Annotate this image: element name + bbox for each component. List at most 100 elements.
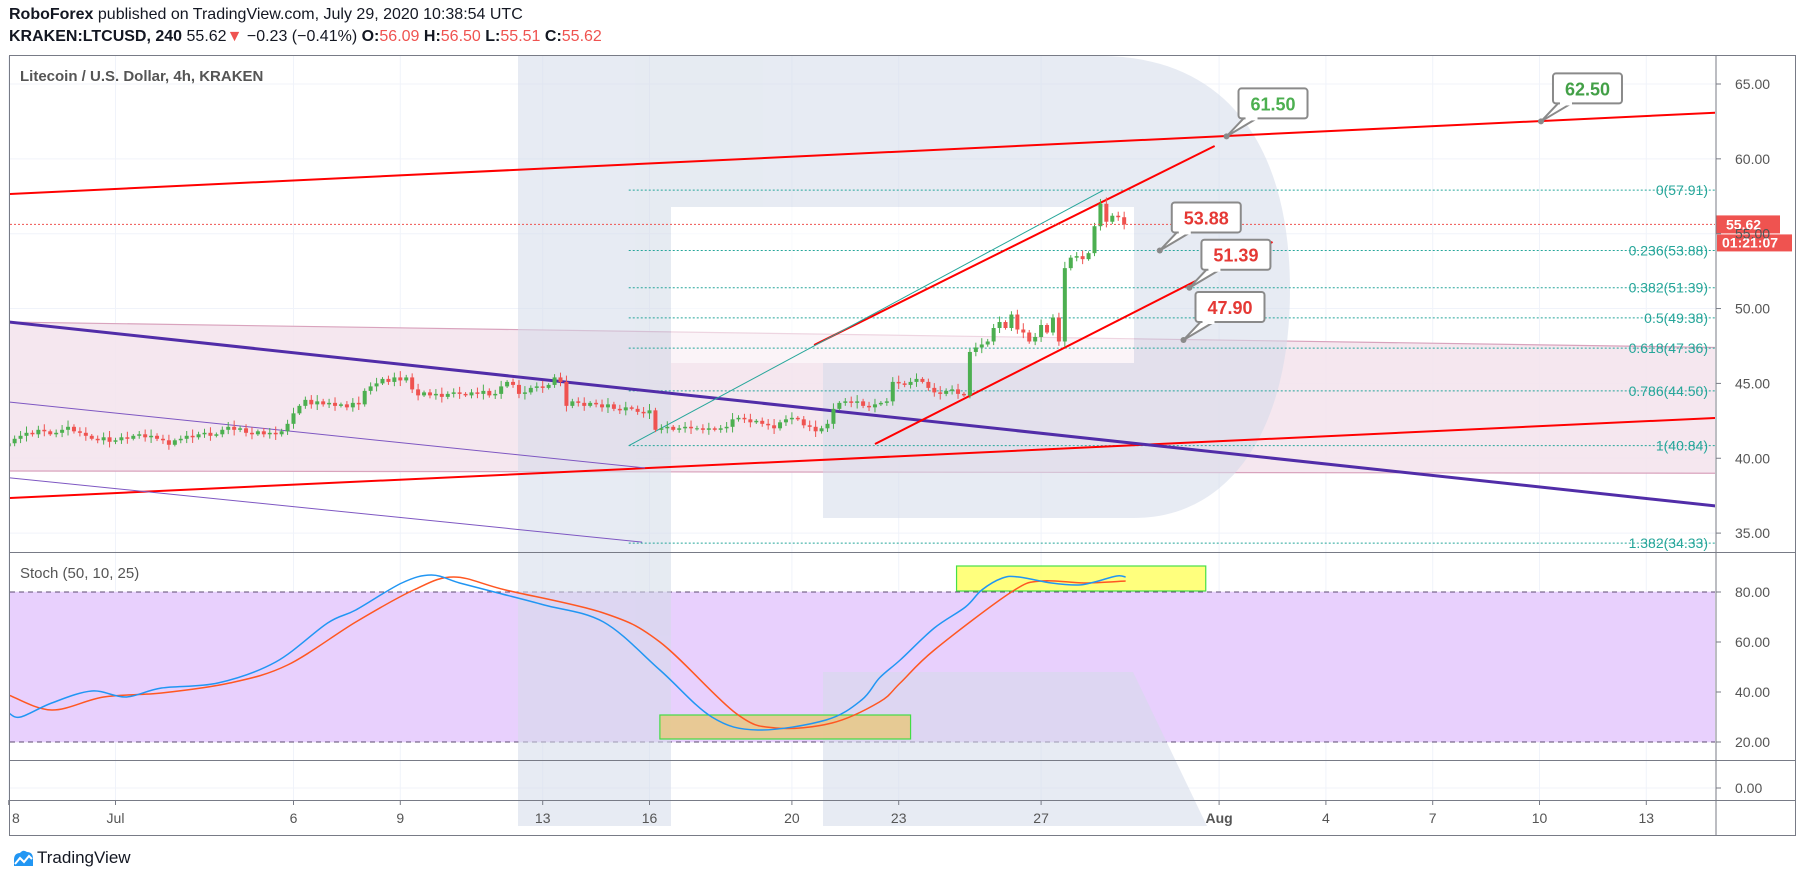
candle-body: [392, 377, 397, 382]
candle-body: [558, 377, 563, 382]
candle-body: [457, 392, 462, 394]
zero-pane-label: 0.00: [1735, 780, 1762, 796]
candle-body: [979, 344, 984, 348]
price-label: 50.00: [1735, 301, 1770, 317]
callout-47-90[interactable]: 47.90: [1180, 290, 1266, 343]
callout-label: 62.50: [1565, 79, 1610, 99]
price-label: 55.00: [1735, 226, 1770, 242]
time-label: 9: [396, 810, 404, 826]
candle-body: [338, 404, 343, 406]
candle-body: [439, 393, 444, 397]
callout-62-50[interactable]: 62.50: [1537, 72, 1623, 125]
candle-body: [131, 435, 136, 439]
candle-body: [754, 420, 759, 423]
candle-body: [297, 405, 302, 414]
publisher-name[interactable]: RoboForex: [9, 6, 94, 23]
callout-51-39[interactable]: 51.39: [1186, 238, 1272, 291]
callout-box: [1551, 72, 1623, 105]
candle-body: [641, 411, 646, 414]
candle-body: [534, 386, 539, 388]
candle-body: [778, 422, 783, 429]
tradingview-brand: TradingView: [37, 848, 131, 867]
callout-label: 47.90: [1207, 298, 1252, 318]
candle-body: [867, 405, 872, 408]
price-label: 45.00: [1735, 375, 1770, 391]
candle-body: [493, 393, 498, 396]
parallel-purple-1: [10, 401, 646, 469]
callout-joint: [1245, 115, 1258, 121]
candle-body: [991, 328, 996, 342]
candle-body: [261, 431, 266, 435]
time-label: Aug: [1205, 810, 1232, 826]
candle-body: [333, 402, 338, 406]
callout-joint: [1208, 266, 1221, 272]
candle-body: [344, 404, 349, 408]
stoch-d-line: [10, 576, 1126, 730]
tradingview-logo[interactable]: TradingView: [12, 848, 131, 868]
candle-body: [872, 404, 877, 408]
candle-body: [878, 402, 883, 405]
candle-body: [611, 404, 616, 409]
candle-body: [659, 428, 664, 430]
candle-body: [481, 390, 486, 394]
candle-body: [849, 401, 854, 403]
candle-body: [605, 404, 610, 408]
candle-body: [469, 392, 474, 396]
candle-body: [267, 432, 272, 435]
axes: 8 Jul 6 9 13 16 20 23 27 Aug 4 7 10 13 65.00 60.00 55.00…: [8, 76, 1770, 826]
candle-body: [95, 438, 100, 441]
candle-body: [232, 426, 237, 430]
candle-body: [24, 432, 29, 436]
candle-body: [178, 438, 183, 441]
candle-body: [1074, 256, 1079, 258]
candle-body: [1086, 253, 1091, 260]
stoch-label: 80.00: [1735, 584, 1770, 600]
candle-body: [588, 402, 593, 406]
candle-body: [813, 426, 818, 432]
callout-53-88[interactable]: 53.88: [1156, 201, 1242, 254]
candle-body: [309, 399, 314, 405]
candle-body: [689, 426, 694, 429]
callout-anchor-dot: [1537, 118, 1544, 125]
candle-body: [83, 432, 88, 436]
callout-61-50[interactable]: 61.50: [1223, 87, 1309, 140]
channel-lower-red: [10, 416, 1715, 500]
candle-body: [71, 426, 76, 432]
candle-body: [273, 432, 278, 435]
candle-body: [985, 341, 990, 345]
candle-body: [967, 351, 972, 396]
candle-body: [155, 435, 160, 439]
candle-body: [149, 435, 154, 438]
candle-body: [1110, 215, 1115, 222]
candle-body: [961, 393, 966, 396]
callouts[interactable]: 61.50 62.50 53.88 51.39 47.90: [1156, 72, 1623, 343]
candle-body: [540, 386, 545, 388]
candle-body: [511, 381, 516, 385]
time-label: 8: [12, 810, 20, 826]
candle-body: [238, 428, 243, 430]
callout-label: 61.50: [1250, 94, 1295, 114]
candle-body: [143, 434, 148, 438]
candle-body: [718, 428, 723, 430]
open-value: 56.09: [379, 28, 420, 45]
candle-body: [766, 423, 771, 426]
candle-body: [422, 392, 427, 396]
candle-body: [789, 417, 794, 420]
candle-body: [653, 410, 658, 430]
stochastic-lines: [10, 565, 1207, 740]
candle-body: [855, 401, 860, 403]
candle-body: [950, 389, 955, 391]
candle-body: [410, 377, 415, 390]
countdown-label: 01:21:07: [1722, 234, 1778, 250]
candle-body: [416, 389, 421, 396]
candle-body: [184, 435, 189, 439]
candle-body: [77, 431, 82, 433]
candle-body: [1003, 322, 1008, 329]
candle-body: [884, 401, 889, 403]
candle-body: [807, 425, 812, 427]
candle-body: [914, 378, 919, 382]
callout-anchor-dot: [1180, 336, 1187, 343]
candle-body: [10, 443, 11, 447]
chart-frame: [9, 55, 1796, 836]
